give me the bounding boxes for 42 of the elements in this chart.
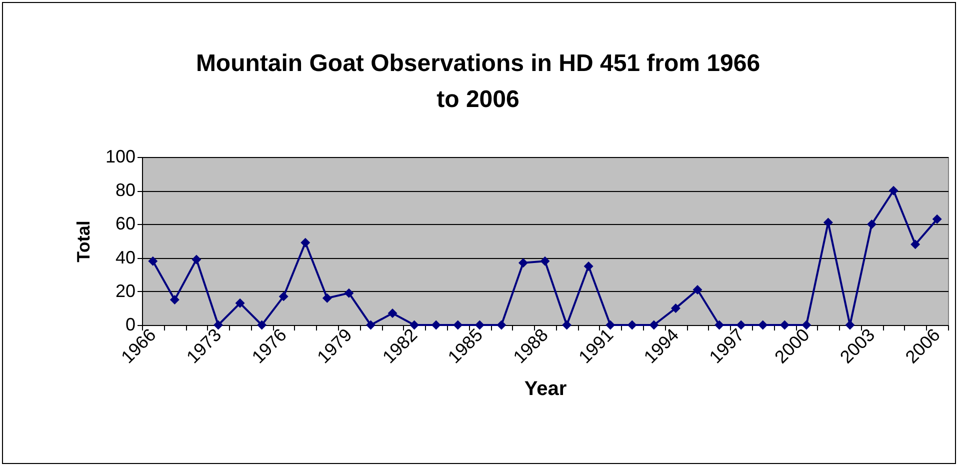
point <box>214 320 223 330</box>
point <box>235 298 245 308</box>
y-tick-label: 40 <box>115 247 136 268</box>
point <box>344 288 354 298</box>
point <box>410 320 420 330</box>
point <box>780 320 790 330</box>
point <box>649 320 659 330</box>
point <box>670 303 680 313</box>
chart-title: Mountain Goat Observations in HD 451 from 1966 to 2006 <box>196 50 760 113</box>
point <box>540 256 550 266</box>
point <box>932 214 942 224</box>
point <box>366 320 376 330</box>
x-axis-title: Year <box>524 378 567 400</box>
y-tick-label: 100 <box>105 146 136 166</box>
point <box>257 320 267 330</box>
point <box>496 320 506 330</box>
point <box>192 254 202 264</box>
point <box>867 219 876 229</box>
point <box>910 240 920 250</box>
y-axis-title: Total <box>73 220 94 262</box>
point <box>584 261 594 271</box>
point <box>300 238 310 248</box>
point <box>606 320 616 330</box>
point <box>322 293 332 303</box>
y-tick-label: 80 <box>115 180 136 200</box>
point <box>627 320 637 330</box>
point <box>278 292 288 302</box>
point <box>758 320 768 330</box>
point <box>802 320 812 330</box>
point <box>431 320 441 330</box>
point <box>388 308 398 318</box>
point <box>148 256 158 266</box>
y-tick-label: 0 <box>125 314 136 334</box>
point <box>823 218 833 228</box>
y-tick-label: 20 <box>115 280 136 301</box>
point <box>845 320 855 330</box>
point <box>888 186 898 196</box>
point <box>692 284 702 294</box>
y-tick-label: 60 <box>115 214 136 234</box>
point <box>562 320 572 330</box>
point <box>518 258 528 268</box>
point <box>170 295 180 305</box>
